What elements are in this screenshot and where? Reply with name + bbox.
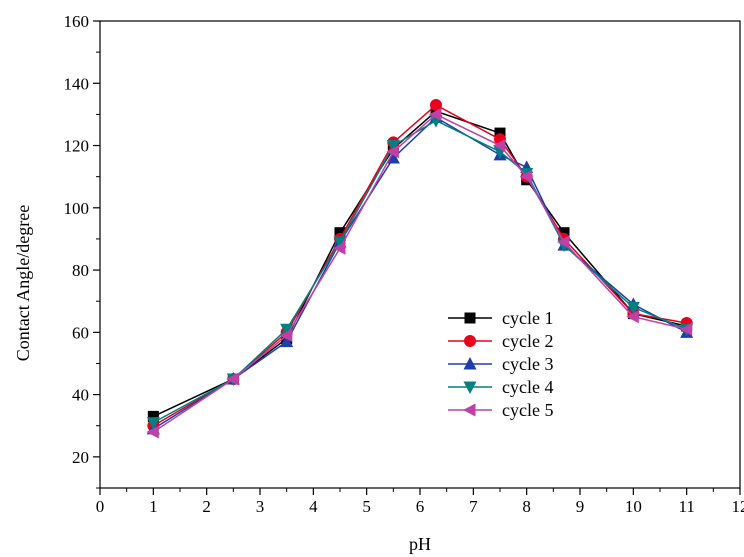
data-point xyxy=(430,99,442,112)
data-point xyxy=(557,235,570,249)
data-point xyxy=(279,328,293,342)
series-3 xyxy=(146,110,694,435)
data-point xyxy=(626,310,639,324)
y-tick-label: 120 xyxy=(64,137,90,156)
legend-item-5: cycle 5 xyxy=(448,400,553,420)
y-tick-label: 160 xyxy=(64,12,90,31)
data-point xyxy=(146,417,160,430)
x-tick-label: 7 xyxy=(469,497,478,516)
legend-label: cycle 5 xyxy=(502,400,553,420)
data-point xyxy=(147,410,159,422)
x-tick-label: 4 xyxy=(309,497,318,516)
y-tick-label: 140 xyxy=(64,74,90,93)
x-tick-label: 1 xyxy=(149,497,158,516)
x-tick-label: 8 xyxy=(522,497,531,516)
y-tick-label: 40 xyxy=(72,386,89,405)
data-point xyxy=(334,227,346,239)
data-point xyxy=(494,127,506,139)
data-point xyxy=(280,323,294,337)
legend-item-1: cycle 1 xyxy=(448,308,553,328)
legend-swatch-marker xyxy=(464,335,476,347)
legend-swatch-marker xyxy=(463,357,477,370)
legend-swatch-marker xyxy=(464,312,476,324)
data-point xyxy=(333,241,346,255)
data-point xyxy=(679,322,693,336)
x-tick-label: 6 xyxy=(416,497,425,516)
data-point xyxy=(429,107,442,121)
legend-item-4: cycle 4 xyxy=(448,377,553,397)
data-point xyxy=(386,150,400,164)
chart-axes: 012345678910111220406080100120140160 xyxy=(64,12,744,516)
plot-frame xyxy=(99,20,741,489)
legend-label: cycle 1 xyxy=(502,308,553,328)
legend-label: cycle 4 xyxy=(502,377,553,397)
data-point xyxy=(626,301,640,315)
y-tick-label: 20 xyxy=(72,448,89,467)
data-point xyxy=(558,227,570,239)
x-tick-label: 3 xyxy=(256,497,265,516)
x-tick-label: 9 xyxy=(576,497,585,516)
x-tick-label: 12 xyxy=(732,497,744,516)
legend-label: cycle 3 xyxy=(502,354,553,374)
data-point xyxy=(519,170,533,184)
data-point xyxy=(493,139,506,153)
y-tick-label: 60 xyxy=(72,323,89,342)
legend-item-2: cycle 2 xyxy=(448,331,553,351)
x-axis-title: pH xyxy=(409,534,431,554)
legend-label: cycle 2 xyxy=(502,331,553,351)
data-point xyxy=(333,236,347,250)
data-point xyxy=(226,372,239,386)
chart-legend: cycle 1 cycle 2 cycle 3 cycle 4 cycle 5 xyxy=(448,308,553,420)
data-point xyxy=(280,334,294,348)
chart-series-layer xyxy=(146,99,694,439)
x-tick-label: 2 xyxy=(202,497,211,516)
series-5 xyxy=(146,107,693,439)
data-point xyxy=(386,140,400,153)
y-axis-title: Contact Angle/degree xyxy=(13,205,33,361)
x-tick-label: 5 xyxy=(362,497,371,516)
legend-swatch-marker xyxy=(463,381,477,394)
legend-swatch-marker xyxy=(463,403,476,417)
y-tick-label: 100 xyxy=(64,199,90,218)
data-point xyxy=(386,145,399,159)
x-tick-label: 0 xyxy=(96,497,105,516)
data-point xyxy=(146,425,159,439)
legend-item-3: cycle 3 xyxy=(448,354,553,374)
y-tick-label: 80 xyxy=(72,261,89,280)
x-tick-label: 10 xyxy=(625,497,642,516)
x-tick-label: 11 xyxy=(678,497,694,516)
series-line xyxy=(153,110,687,418)
